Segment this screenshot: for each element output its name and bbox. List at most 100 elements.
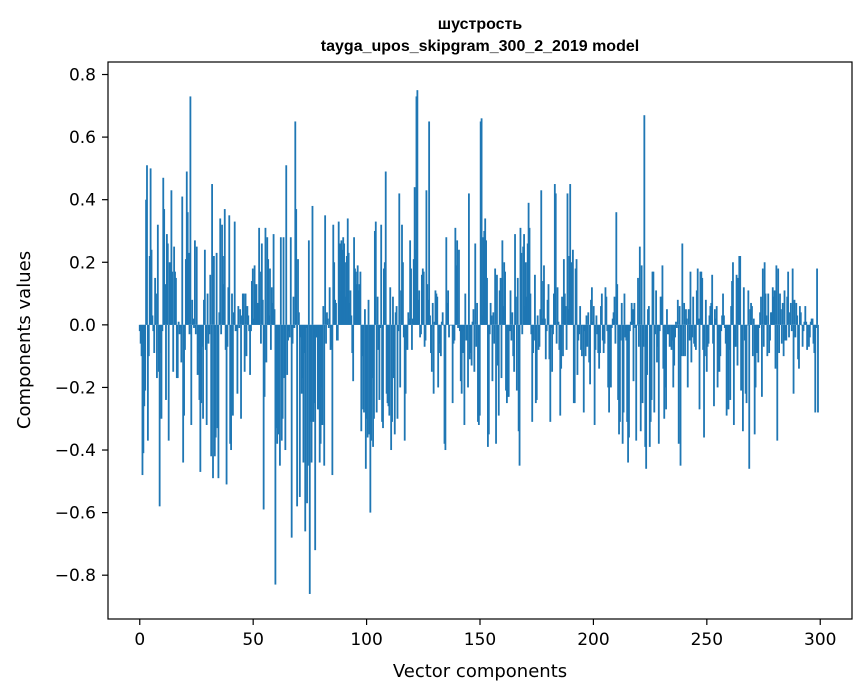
bar [188,324,191,335]
bar [700,271,703,325]
bar [788,324,790,338]
bar [766,324,769,357]
bar [527,202,530,325]
bar [335,302,337,325]
bar [245,324,248,357]
bar [661,265,664,325]
bar [359,271,362,325]
bar [417,299,420,325]
bar [535,324,538,400]
bar [782,324,785,357]
x-tick-label: 100 [350,630,382,650]
bar [670,324,673,350]
bar [348,302,351,325]
bar [656,324,658,363]
bar [507,324,510,397]
bar [640,265,643,325]
bar [276,324,279,444]
bar [326,318,329,325]
bar [492,312,495,325]
bar [425,190,428,325]
bar [803,321,806,325]
bar [557,321,560,325]
bar [379,324,382,328]
bar [678,306,681,325]
bar [497,324,500,416]
y-axis-label: Components values [14,251,35,429]
bar [813,324,816,354]
bar [567,309,570,325]
bar [715,306,718,325]
bars-group [138,90,819,594]
bar [786,296,789,325]
bar [345,256,348,325]
bar [549,324,552,422]
bar [622,324,625,413]
bar [787,271,790,325]
bar [242,293,245,325]
bar [591,287,593,325]
bar [694,324,696,347]
bar [288,324,291,338]
bar [752,318,755,325]
bar [377,324,380,350]
bar [151,315,154,325]
bar [572,249,574,325]
bar [250,281,253,325]
bar [178,324,181,335]
y-tick-label: 0.8 [69,66,96,86]
bar [647,306,650,325]
bar [141,324,144,476]
bar [179,324,182,328]
bar [231,293,233,325]
bar [388,324,391,416]
bar [360,324,363,432]
bar [293,324,296,328]
x-tick-label: 250 [691,630,723,650]
bar [259,271,261,325]
bar [524,262,527,325]
bar [476,302,478,325]
bar [396,324,399,419]
bar [710,302,713,325]
bar [668,324,671,347]
bar [373,324,375,419]
bar [234,324,237,332]
bar [156,324,158,379]
bar [647,309,649,325]
bar [233,221,236,325]
bar [761,324,763,397]
bar [594,324,597,350]
bar [806,324,809,350]
bar [609,324,612,388]
bar [546,299,549,325]
bar [811,318,814,325]
bar [677,324,680,444]
bar [211,184,213,325]
bar [447,290,450,325]
bar [291,324,294,344]
bar [177,321,180,325]
bar [158,324,161,507]
bar [694,324,697,350]
bar [402,262,404,325]
bar [523,234,525,325]
bar [185,171,188,325]
bar [371,324,374,379]
bar [194,324,197,335]
bar [579,306,582,325]
bar [213,256,215,325]
bar [721,315,724,325]
bar [302,324,305,463]
bar [147,324,150,357]
bar [166,243,169,325]
bar [198,324,201,400]
bar [230,324,232,451]
bar [176,324,179,379]
bar [556,287,559,325]
bar [504,271,506,325]
bar [685,318,688,325]
bar [540,190,543,325]
bar [583,324,586,332]
